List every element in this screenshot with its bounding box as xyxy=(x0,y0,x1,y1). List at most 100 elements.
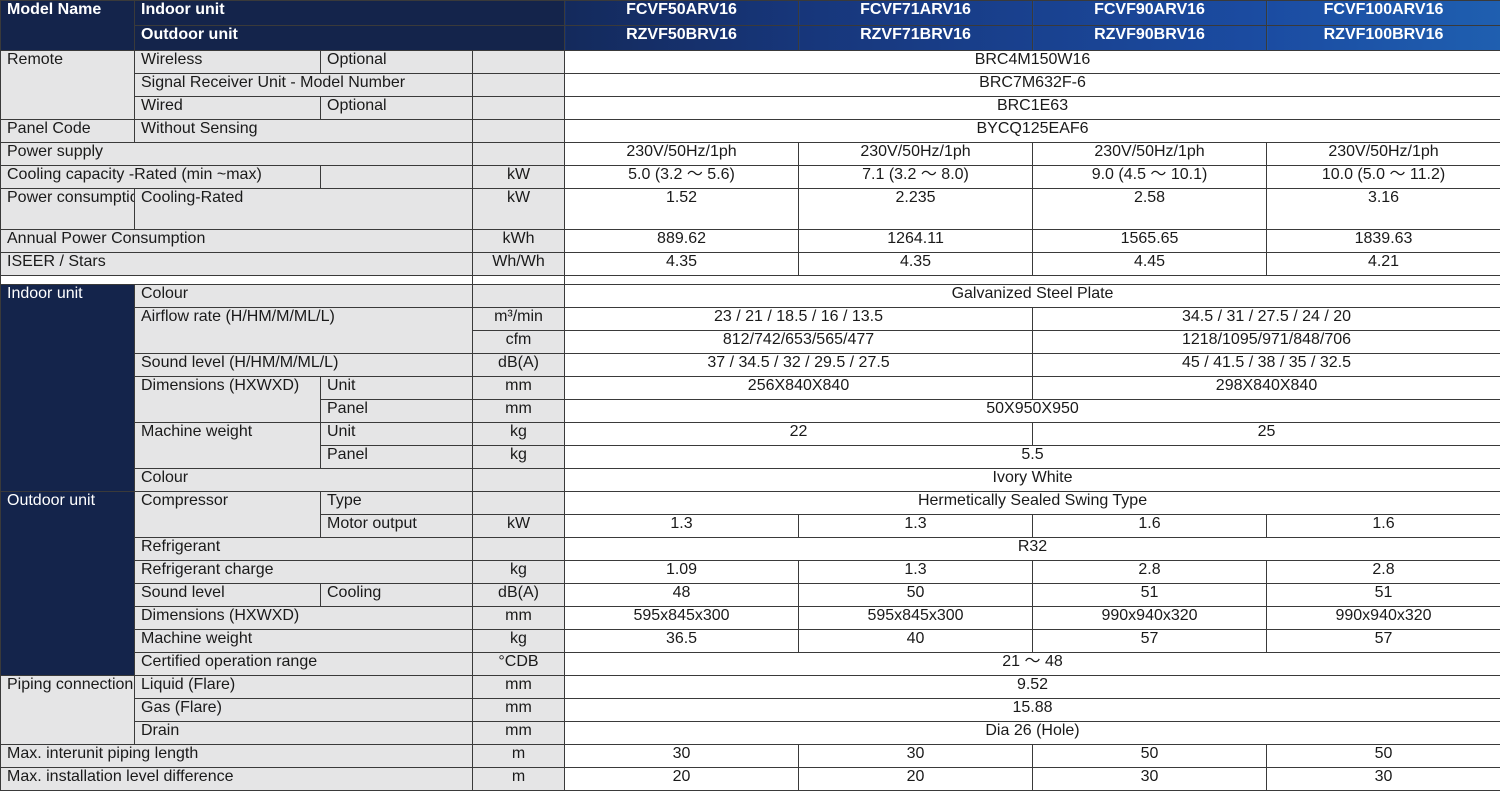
motor-output-unit: kW xyxy=(471,514,566,538)
power-supply-value: 230V/50Hz/1ph xyxy=(1266,142,1500,166)
unit-cell xyxy=(471,491,566,515)
table-row: Power consumption Cooling-Rated kW 1.52 … xyxy=(0,188,1500,230)
table-row: Signal Receiver Unit - Model Number BRC7… xyxy=(1,73,1500,97)
motor-output-value: 1.6 xyxy=(1266,514,1500,538)
table-row: Sound level Cooling dB(A) 48 50 51 51 xyxy=(1,583,1500,607)
wired-value: BRC1E63 xyxy=(564,96,1500,120)
indoor-model-3: FCVF90ARV16 xyxy=(1032,0,1268,26)
indoor-unit-header: Indoor unit xyxy=(133,0,566,26)
outdoor-sound-unit: dB(A) xyxy=(471,583,566,607)
iseer-value: 4.21 xyxy=(1266,252,1500,276)
annual-power-value: 1264.11 xyxy=(798,229,1034,253)
interunit-unit: m xyxy=(471,744,566,768)
dimensions-unit-value: 256X840X840 xyxy=(564,376,1034,400)
power-consumption-value: 2.58 xyxy=(1032,188,1268,230)
signal-receiver-label: Signal Receiver Unit - Model Number xyxy=(134,73,473,97)
outdoor-sound-value: 51 xyxy=(1032,583,1268,607)
section-spacer xyxy=(0,275,1500,285)
level-diff-value: 30 xyxy=(1032,767,1268,791)
weight-unit-label: Unit xyxy=(320,422,473,446)
indoor-weight-label: Machine weight xyxy=(134,422,321,469)
table-row: Cooling capacity -Rated (min ~max) kW 5.… xyxy=(0,165,1500,189)
refrigerant-value: R32 xyxy=(564,537,1500,561)
wired-label: Wired xyxy=(134,96,321,120)
level-diff-value: 20 xyxy=(564,767,800,791)
panel-code-value: BYCQ125EAF6 xyxy=(564,119,1500,143)
unit-cell xyxy=(471,468,566,492)
panel-colour-value: Ivory White xyxy=(564,468,1500,492)
indoor-sound-unit: dB(A) xyxy=(471,353,566,377)
motor-output-label: Motor output xyxy=(320,514,473,538)
table-row: Max. interunit piping length m 30 30 50 … xyxy=(0,744,1500,768)
gas-unit: mm xyxy=(471,698,566,722)
indoor-sound-value: 37 / 34.5 / 32 / 29.5 / 27.5 xyxy=(564,353,1034,377)
annual-power-value: 1565.65 xyxy=(1032,229,1268,253)
unit-cell xyxy=(471,50,566,74)
drain-unit: mm xyxy=(471,721,566,745)
cooling-capacity-label: Cooling capacity -Rated (min ~max) xyxy=(0,165,321,189)
weight-unit-value: 22 xyxy=(564,422,1034,446)
table-row: Indoor unit Colour Galvanized Steel Plat… xyxy=(0,284,1500,492)
panel-colour-label: Colour xyxy=(134,468,473,492)
level-diff-unit: m xyxy=(471,767,566,791)
power-consumption-value: 1.52 xyxy=(564,188,800,230)
airflow-cfm-value: 812/742/653/565/477 xyxy=(564,330,1034,354)
wired-optional: Optional xyxy=(320,96,473,120)
table-row: Panel kg 5.5 xyxy=(1,445,1500,469)
table-row: ISEER / Stars Wh/Wh 4.35 4.35 4.45 4.21 xyxy=(0,252,1500,276)
table-row: Airflow rate (H/HM/M/ML/L) m³/min 23 / 2… xyxy=(1,307,1500,354)
airflow-cfm-value: 1218/1095/971/848/706 xyxy=(1032,330,1500,354)
dimensions-unit-label: Unit xyxy=(320,376,473,400)
table-row: Wired Optional BRC1E63 xyxy=(1,96,1500,120)
wireless-label: Wireless xyxy=(134,50,321,74)
outdoor-weight-value: 57 xyxy=(1032,629,1268,653)
outdoor-unit-header: Outdoor unit xyxy=(133,25,566,51)
unit-cell xyxy=(471,119,566,143)
compressor-label: Compressor xyxy=(134,491,321,538)
outdoor-dimensions-unit: mm xyxy=(471,606,566,630)
airflow-unit-cfm: cfm xyxy=(471,330,566,354)
indoor-unit-section: Indoor unit xyxy=(0,284,135,492)
power-consumption-unit: kW xyxy=(471,188,566,230)
outdoor-sound-value: 50 xyxy=(798,583,1034,607)
unit-cell xyxy=(471,96,566,120)
table-row: Drain mm Dia 26 (Hole) xyxy=(1,721,1500,745)
dimensions-panel-value: 50X950X950 xyxy=(564,399,1500,423)
annual-power-value: 1839.63 xyxy=(1266,229,1500,253)
indoor-dimensions-label: Dimensions (HXWXD) xyxy=(134,376,321,423)
indoor-model-2: FCVF71ARV16 xyxy=(798,0,1034,26)
dimensions-unit-mm: mm xyxy=(471,376,566,400)
airflow-unit-m3: m³/min xyxy=(471,307,566,331)
level-diff-value: 20 xyxy=(798,767,1034,791)
table-row: Power supply 230V/50Hz/1ph 230V/50Hz/1ph… xyxy=(0,142,1500,166)
refrigerant-charge-value: 1.09 xyxy=(564,560,800,584)
outdoor-dimensions-value: 990x940x320 xyxy=(1266,606,1500,630)
spec-table: Model Name Indoor unit FCVF50ARV16 FCVF7… xyxy=(0,0,1500,791)
power-consumption-value: 2.235 xyxy=(798,188,1034,230)
cooling-capacity-value: 7.1 (3.2 ～ 8.0) xyxy=(798,165,1034,189)
panel-code-label: Panel Code xyxy=(0,119,135,143)
motor-output-value: 1.3 xyxy=(798,514,1034,538)
level-diff-label: Max. installation level difference xyxy=(0,767,473,791)
unit-cell xyxy=(471,142,566,166)
gas-value: 15.88 xyxy=(564,698,1500,722)
wireless-optional: Optional xyxy=(320,50,473,74)
outdoor-weight-value: 57 xyxy=(1266,629,1500,653)
interunit-value: 50 xyxy=(1032,744,1268,768)
remote-label: Remote xyxy=(0,50,135,120)
interunit-value: 30 xyxy=(564,744,800,768)
outdoor-dimensions-value: 595x845x300 xyxy=(798,606,1034,630)
refrigerant-label: Refrigerant xyxy=(134,537,473,561)
cooling-capacity-value: 9.0 (4.5 ～ 10.1) xyxy=(1032,165,1268,189)
annual-power-unit: kWh xyxy=(471,229,566,253)
unit-cell xyxy=(471,284,566,308)
indoor-colour-label: Colour xyxy=(134,284,473,308)
outdoor-unit-section: Outdoor unit xyxy=(0,491,135,676)
indoor-sound-label: Sound level (H/HM/M/ML/L) xyxy=(134,353,473,377)
weight-panel-label: Panel xyxy=(320,445,473,469)
table-row: Panel Code Without Sensing BYCQ125EAF6 xyxy=(0,119,1500,143)
motor-output-value: 1.3 xyxy=(564,514,800,538)
table-row: Machine weight Unit kg 22 25 xyxy=(1,422,1500,469)
weight-unit-value: 25 xyxy=(1032,422,1500,446)
weight-panel-value: 5.5 xyxy=(564,445,1500,469)
